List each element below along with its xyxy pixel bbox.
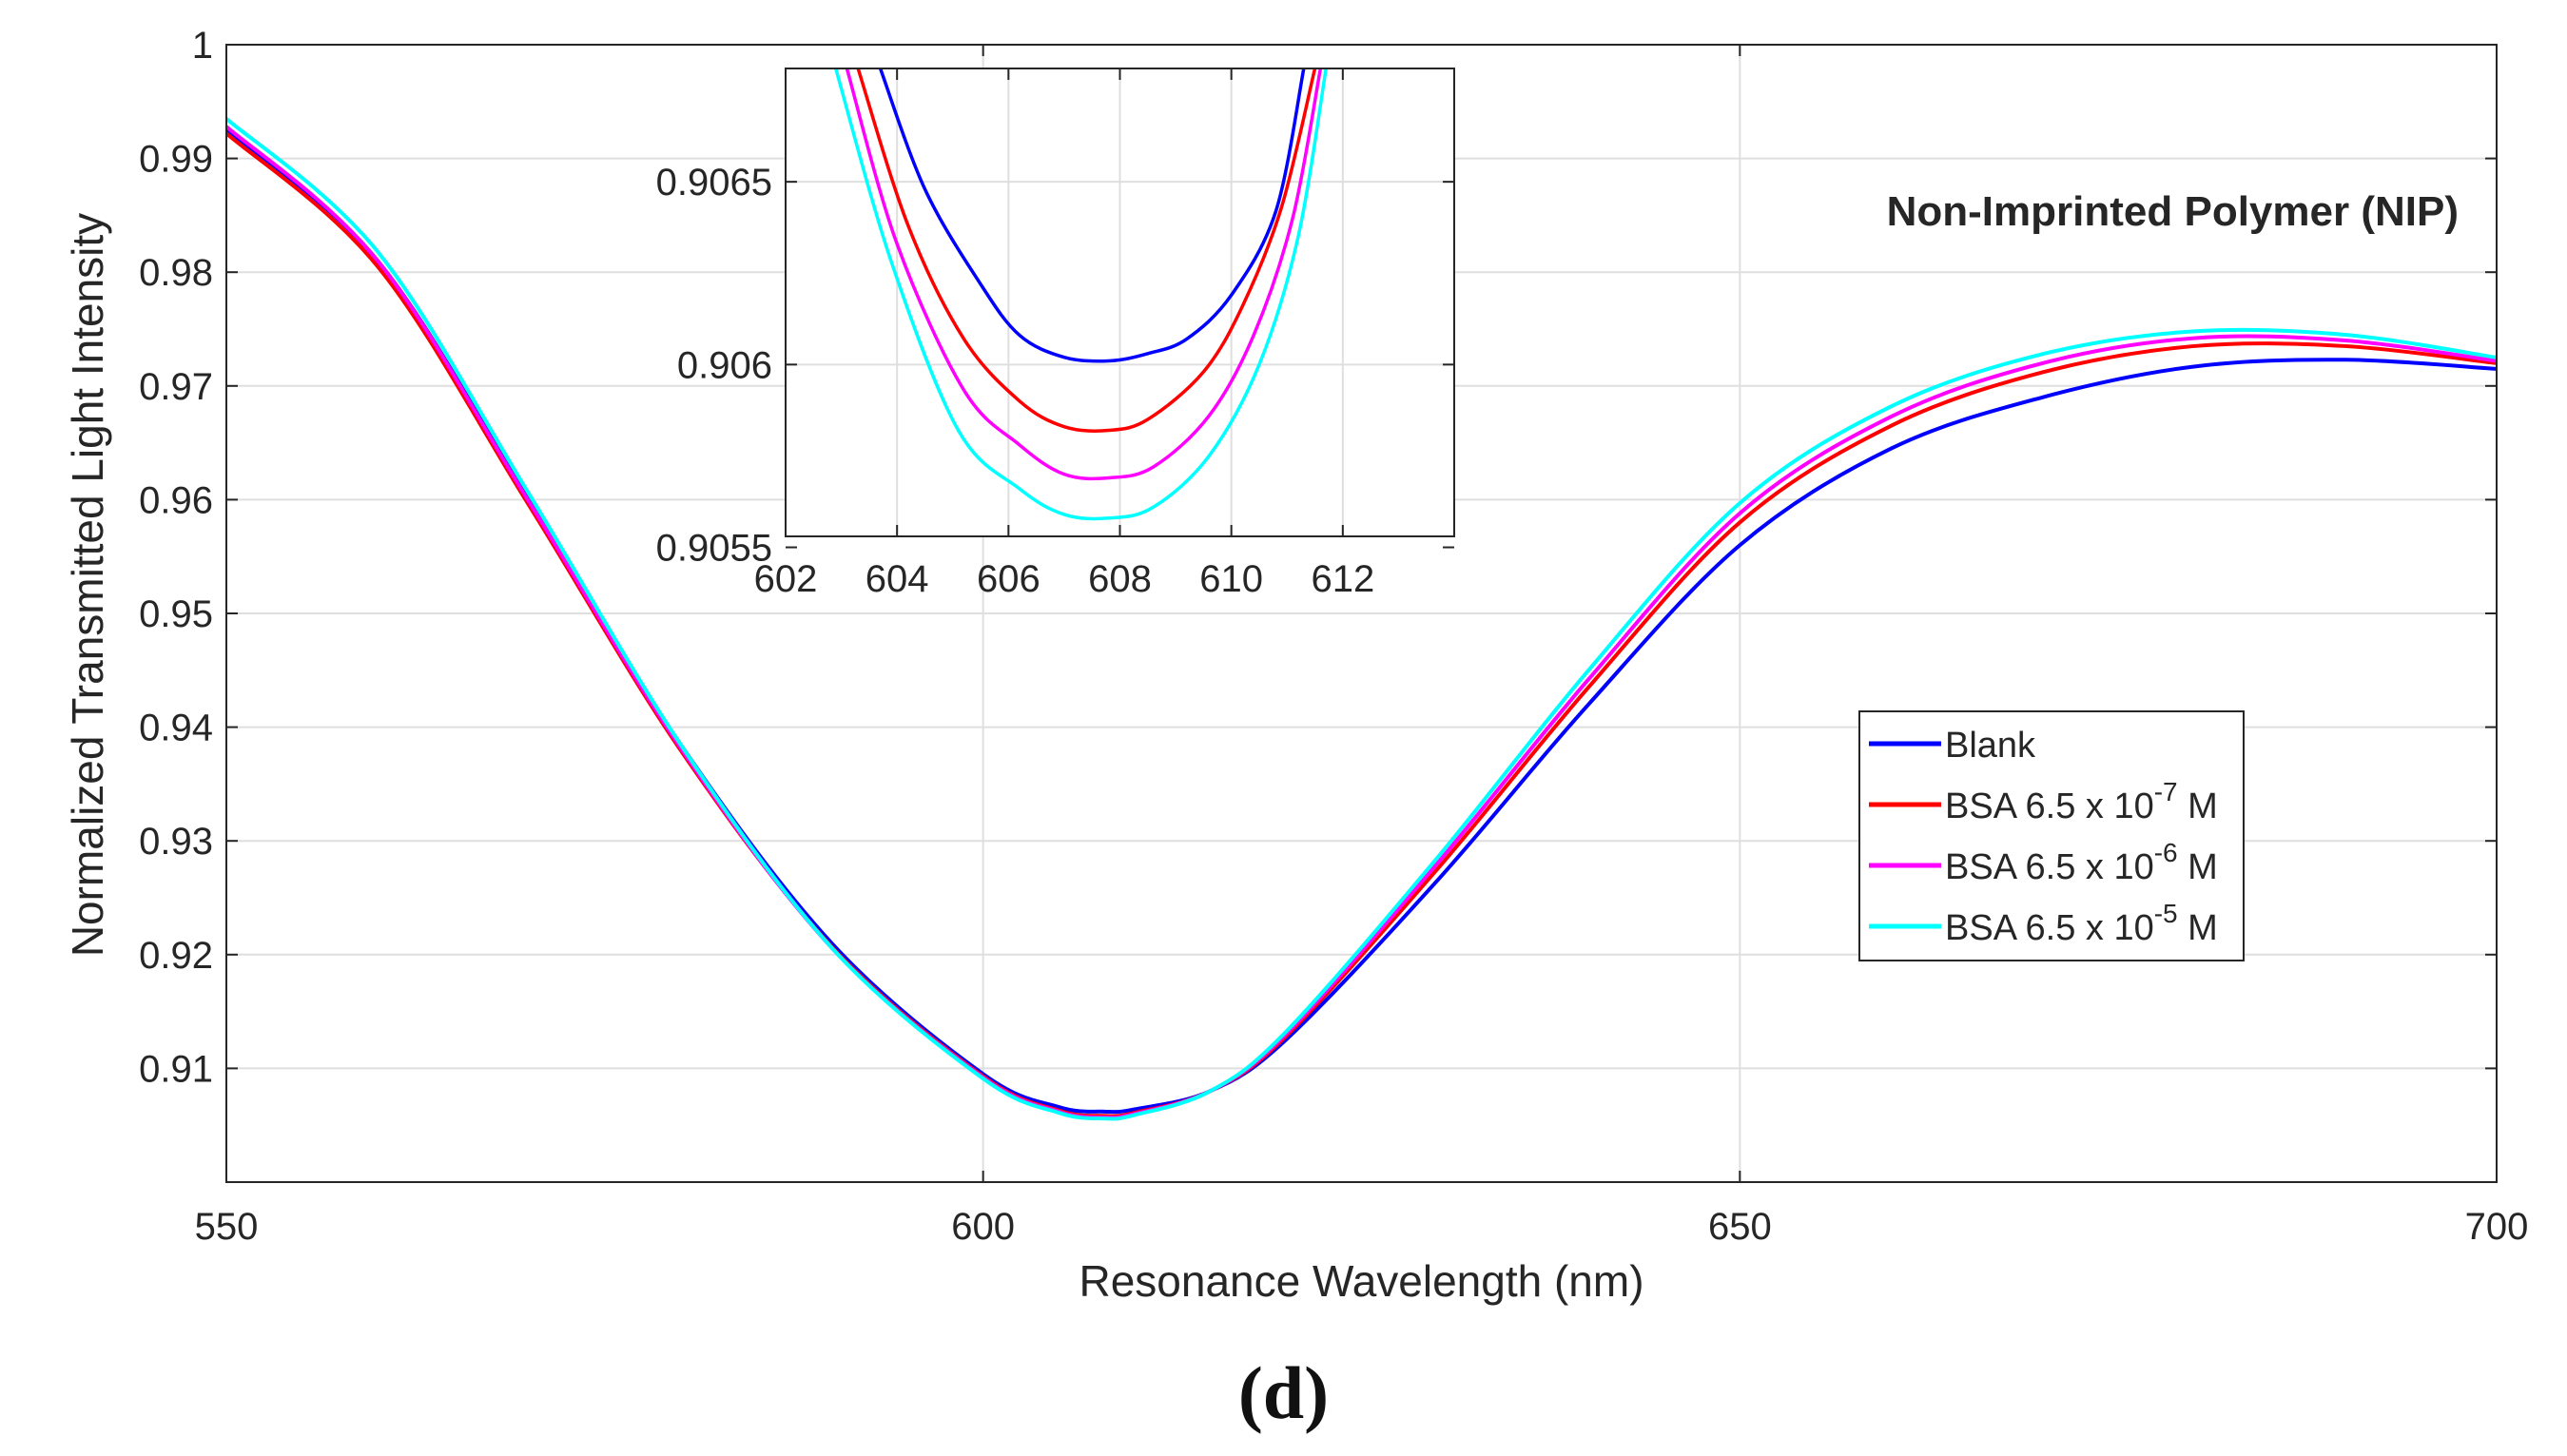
main-ytick-label-0-98: 0.98 [139, 252, 213, 294]
inset-series-line-blank [878, 68, 1306, 363]
legend-label-bsa-6-5-x-10-7-m: BSA 6.5 x 10-7 M [1945, 777, 2218, 826]
main-ytick-label-1: 1 [192, 25, 213, 67]
inset-series-line-bsa-6-5-x-10-5-m [834, 68, 1328, 521]
panel-label: (d) [1237, 1351, 1330, 1434]
legend-label-bsa-6-5-x-10-5-m: BSA 6.5 x 10-5 M [1945, 899, 2218, 948]
main-xtick-label-550: 550 [195, 1206, 259, 1248]
main-chart-title: Non-Imprinted Polymer (NIP) [1887, 188, 2459, 235]
inset-xtick-label-612: 612 [1311, 558, 1374, 600]
main-xtick-label-700: 700 [2465, 1206, 2529, 1248]
inset-xtick-label-604: 604 [865, 558, 929, 600]
main-ytick-label-0-93: 0.93 [139, 821, 213, 863]
main-ytick-label-0-96: 0.96 [139, 479, 213, 521]
inset-series-group [834, 68, 1328, 521]
main-ytick-label-0-91: 0.91 [139, 1048, 213, 1090]
main-ytick-label-0-99: 0.99 [139, 139, 213, 181]
main-x-axis-label: Resonance Wavelength (nm) [1079, 1256, 1643, 1306]
inset-series-line-bsa-6-5-x-10-6-m [845, 68, 1323, 481]
legend: Blank BSA 6.5 x 10-7 M BSA 6.5 x 10-6 M BSA… [1858, 710, 2245, 961]
legend-label-blank: Blank [1945, 726, 2036, 766]
inset-xtick-label-606: 606 [977, 558, 1040, 600]
main-ytick-label-0-94: 0.94 [139, 708, 213, 749]
main-series-group [226, 117, 2497, 1121]
inset-series-line-bsa-6-5-x-10-7-m [856, 68, 1317, 433]
main-xtick-label-650: 650 [1708, 1206, 1772, 1248]
inset-xtick-label-608: 608 [1088, 558, 1152, 600]
main-ytick-label-0-92: 0.92 [139, 935, 213, 977]
inset-xtick-label-610: 610 [1199, 558, 1263, 600]
main-ytick-label-0-95: 0.95 [139, 593, 213, 635]
inset-plot: 602 604 606 608 610 612 0.9055 0.906 0.9065 [656, 68, 1455, 600]
main-series-line-bsa-6-5-x-10-5-m [226, 117, 2497, 1121]
main-y-axis-label: Normalized Transmitted Light Intensity [63, 213, 112, 957]
main-xtick-label-600: 600 [951, 1206, 1015, 1248]
inset-ytick-label-0-9055: 0.9055 [656, 528, 772, 570]
main-ytick-label-0-97: 0.97 [139, 366, 213, 408]
legend-box [1858, 710, 2245, 961]
inset-xtick-label-602: 602 [754, 558, 818, 600]
inset-ytick-label-0-906: 0.906 [677, 344, 772, 386]
legend-label-bsa-6-5-x-10-6-m: BSA 6.5 x 10-6 M [1945, 838, 2218, 887]
inset-ytick-label-0-9065: 0.9065 [656, 162, 772, 204]
